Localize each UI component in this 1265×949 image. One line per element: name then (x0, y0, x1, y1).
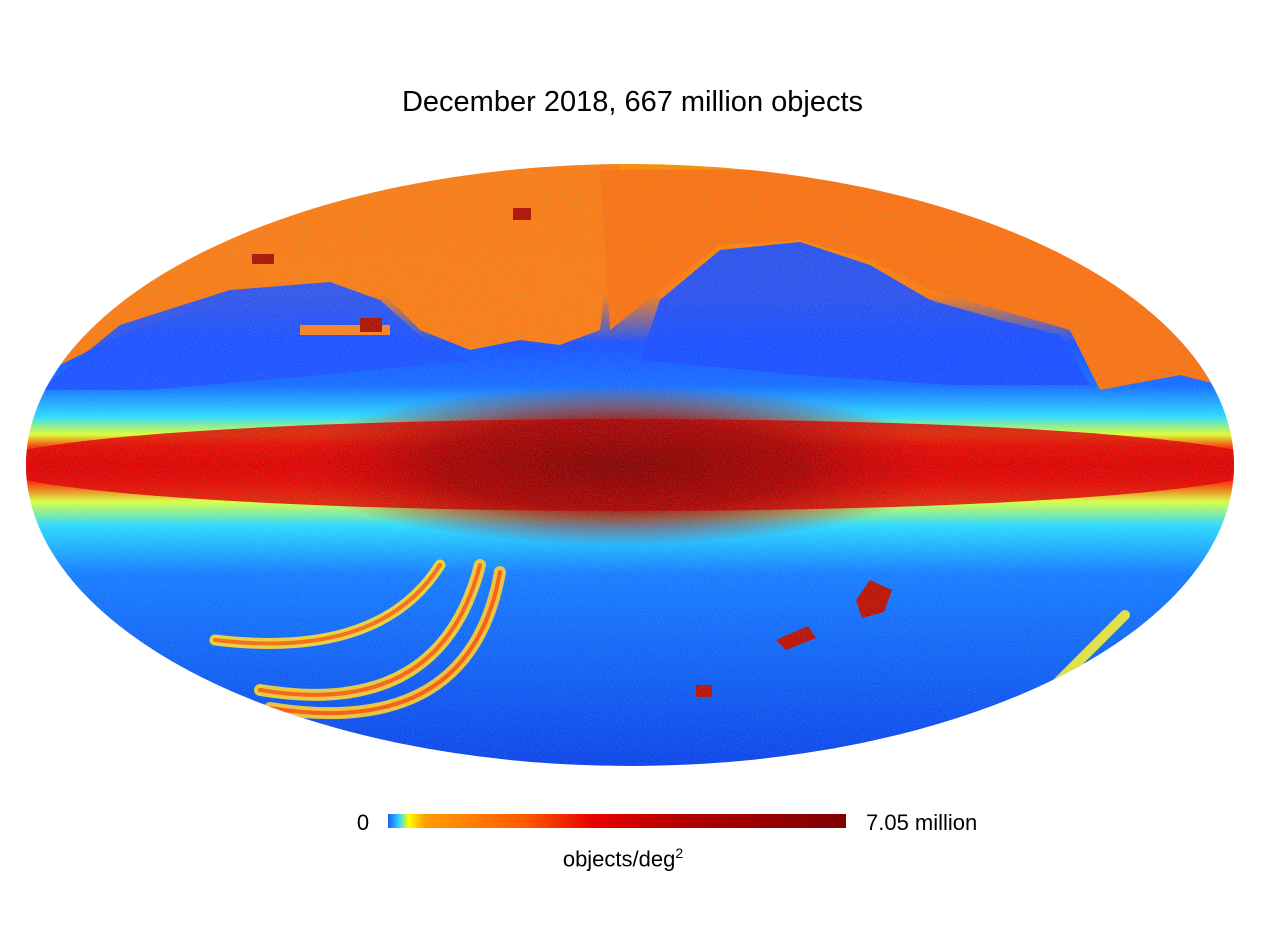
chart-title: December 2018, 667 million objects (401, 86, 864, 118)
colorbar-unit-base: objects/deg (562, 846, 676, 872)
colorbar-min-label: 0 (356, 810, 370, 835)
colorbar-unit-exponent: 2 (675, 845, 684, 861)
colorbar-max-label: 7.05 million (866, 810, 978, 835)
colorbar (388, 814, 846, 828)
sky-map-area (26, 164, 1234, 766)
colorbar-unit-label: objects/deg2 (450, 845, 796, 872)
